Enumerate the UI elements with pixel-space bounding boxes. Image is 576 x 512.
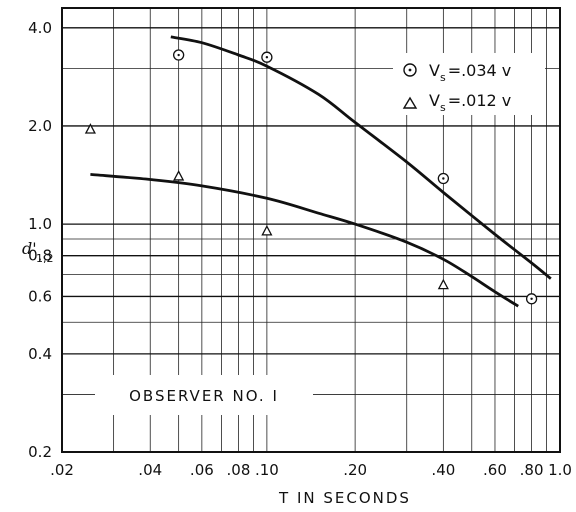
data-point-triangle	[437, 278, 449, 290]
x-tick-label: .40	[431, 461, 455, 479]
y-axis-title-sub: 1,2	[36, 252, 54, 265]
fit-curve-series-1	[170, 35, 552, 280]
legend-marker-circle-dot	[408, 68, 412, 72]
x-tick-label: .10	[255, 461, 279, 479]
y-tick-labels: 0.2 0.4 0.6 0.8 1.0 2.0 4.0	[28, 19, 52, 461]
x-tick-labels: .02 .04 .06 .08.10 .20 .40 .60 .80 1.0	[50, 461, 572, 479]
legend-marker-triangle	[402, 96, 418, 109]
data-point-triangle	[173, 170, 185, 181]
legend-label-1: Vs =.034 v	[429, 61, 511, 84]
y-axis-title-main: d'	[22, 239, 37, 258]
plot-frame	[61, 7, 561, 453]
data-point-circle	[172, 49, 185, 61]
x-tick-label: .02	[50, 461, 74, 479]
y-tick-label: 0.4	[28, 345, 52, 363]
observer-annotation: OBSERVER NO. I	[95, 375, 313, 415]
x-tick-label: .08	[227, 461, 251, 479]
data-point-circle	[261, 51, 273, 63]
data-point-triangle	[84, 123, 96, 134]
fit-curve-series-2	[90, 173, 519, 308]
x-tick-label: .06	[190, 461, 214, 479]
data-point-triangle	[261, 224, 273, 236]
x-tick-label: .80	[520, 461, 544, 479]
data-point-circle	[437, 172, 450, 185]
fit-curves	[90, 35, 552, 308]
x-tick-label: .04	[138, 461, 162, 479]
y-tick-label: 4.0	[28, 19, 52, 37]
annotation-background	[95, 375, 313, 415]
legend-item-2: Vs =.012 v	[402, 91, 511, 114]
y-tick-label: 0.2	[28, 443, 52, 461]
legend-label-2: Vs =.012 v	[429, 91, 511, 114]
x-tick-label: .60	[483, 461, 507, 479]
legend: Vs =.034 v Vs =.012 v	[393, 53, 545, 115]
y-tick-label: 0.6	[28, 287, 52, 305]
legend-item-1: Vs =.034 v	[403, 61, 511, 84]
x-tick-label: .20	[343, 461, 367, 479]
legend-background	[393, 53, 545, 115]
data-points	[84, 49, 538, 305]
annotation-text: OBSERVER NO. I	[129, 387, 279, 405]
y-axis-title: d' 1,2	[22, 239, 54, 265]
y-tick-label: 0.8	[28, 247, 52, 265]
y-tick-label: 1.0	[28, 215, 52, 233]
x-axis-title: T IN SECONDS	[278, 489, 411, 507]
x-tick-label: 1.0	[548, 461, 572, 479]
data-point-circle	[525, 293, 538, 305]
y-tick-label: 2.0	[28, 117, 52, 135]
